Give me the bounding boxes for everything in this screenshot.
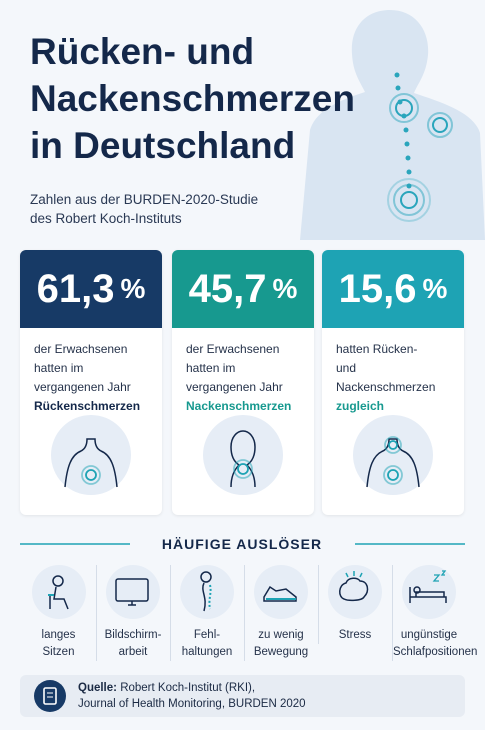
trigger-label: ungünstige	[400, 629, 458, 641]
source-text: Quelle: Robert Koch-Institut (RKI), Journ…	[78, 680, 306, 712]
stat-unit: %	[422, 273, 448, 304]
trigger-label: Bewegung	[253, 646, 309, 658]
stat-highlight: Nackenschmerzen	[186, 399, 292, 413]
back-illustration	[300, 10, 485, 240]
title-line: in Deutschland	[30, 125, 296, 166]
source-line: Robert Koch-Institut (RKI),	[120, 682, 256, 694]
stat-highlight: Rückenschmerzen	[34, 399, 141, 413]
stat-text: hatten Rücken-und Nackenschmerzen zugleic…	[322, 328, 464, 416]
stat-text: der Erwachsenen hatten im vergangenen Jahr…	[20, 328, 162, 416]
stat-value: 61,3	[36, 266, 115, 311]
trigger-label: Sitzen	[42, 646, 75, 658]
stat-icon	[353, 415, 433, 495]
trigger-label: arbeit	[118, 646, 148, 658]
subtitle: Zahlen aus der BURDEN-2020-Studie des Rob…	[30, 190, 258, 228]
source-line: Journal of Health Monitoring, BURDEN 202…	[78, 698, 306, 710]
trigger-label: Stress	[338, 629, 372, 641]
trigger-icon	[254, 565, 308, 619]
stat-header: 15,6%	[322, 250, 464, 328]
trigger-label: Fehl-	[193, 629, 221, 641]
stat-highlight: zugleich	[336, 399, 385, 413]
trigger: ungünstige Schlafpositionen	[392, 565, 477, 661]
stat-line: der Erwachsenen	[186, 342, 280, 356]
stat-icon	[203, 415, 283, 495]
trigger: langes Sitzen	[22, 565, 95, 661]
trigger-label: Bildschirm-	[104, 629, 162, 641]
subtitle-line: des Robert Koch-Instituts	[30, 211, 182, 226]
stat-header: 61,3%	[20, 250, 162, 328]
trigger-label: zu wenig	[258, 629, 304, 641]
stat-line: hatten Rücken-	[336, 342, 418, 356]
section-title: HÄUFIGE AUSLÖSER	[162, 536, 322, 552]
section-divider: HÄUFIGE AUSLÖSER	[20, 536, 465, 552]
title: Rücken- und Nackenschmerzen in Deutschland	[30, 28, 355, 169]
source-label: Quelle:	[78, 682, 117, 694]
source-icon	[34, 680, 66, 712]
stat-card: 45,7% der Erwachsenen hatten im vergangene…	[172, 250, 314, 515]
trigger-icon	[31, 565, 86, 619]
stat-unit: %	[120, 273, 146, 304]
stat-header: 45,7%	[172, 250, 314, 328]
title-line: Nackenschmerzen	[30, 78, 355, 119]
stat-line: hatten im	[34, 361, 84, 375]
stat-line: vergangenen Jahr	[34, 380, 131, 394]
stat-line: hatten im vergangenen Jahr	[186, 361, 283, 394]
stat-unit: %	[272, 273, 298, 304]
trigger-icon	[402, 565, 456, 619]
trigger-icon	[180, 565, 234, 619]
stat-card: 61,3% der Erwachsenen hatten im vergangenen…	[20, 250, 162, 515]
stat-card: 15,6% hatten Rücken-und Nackenschmerzen zu…	[322, 250, 464, 515]
trigger-label: Schlafpositionen	[393, 646, 478, 658]
trigger-label: haltungen	[181, 646, 233, 658]
subtitle-line: Zahlen aus der BURDEN-2020-Studie	[30, 192, 259, 207]
title-line: Rücken- und	[30, 31, 255, 72]
stat-line: und Nackenschmerzen	[336, 361, 436, 394]
trigger-icon	[328, 565, 382, 619]
stat-text: der Erwachsenen hatten im vergangenen Jah…	[172, 328, 314, 416]
source-box: Quelle: Robert Koch-Institut (RKI), Journ…	[20, 675, 465, 717]
trigger: Fehl-haltungen	[170, 565, 243, 661]
trigger-icon	[106, 565, 160, 619]
trigger: Stress	[318, 565, 391, 644]
stat-icon	[51, 415, 131, 495]
stat-line: der Erwachsenen	[34, 342, 128, 356]
trigger: zu wenig Bewegung	[244, 565, 317, 661]
trigger-label: langes	[41, 629, 76, 641]
stat-value: 45,7	[188, 266, 267, 311]
stat-value: 15,6	[338, 266, 417, 311]
trigger: Bildschirm-arbeit	[96, 565, 169, 661]
